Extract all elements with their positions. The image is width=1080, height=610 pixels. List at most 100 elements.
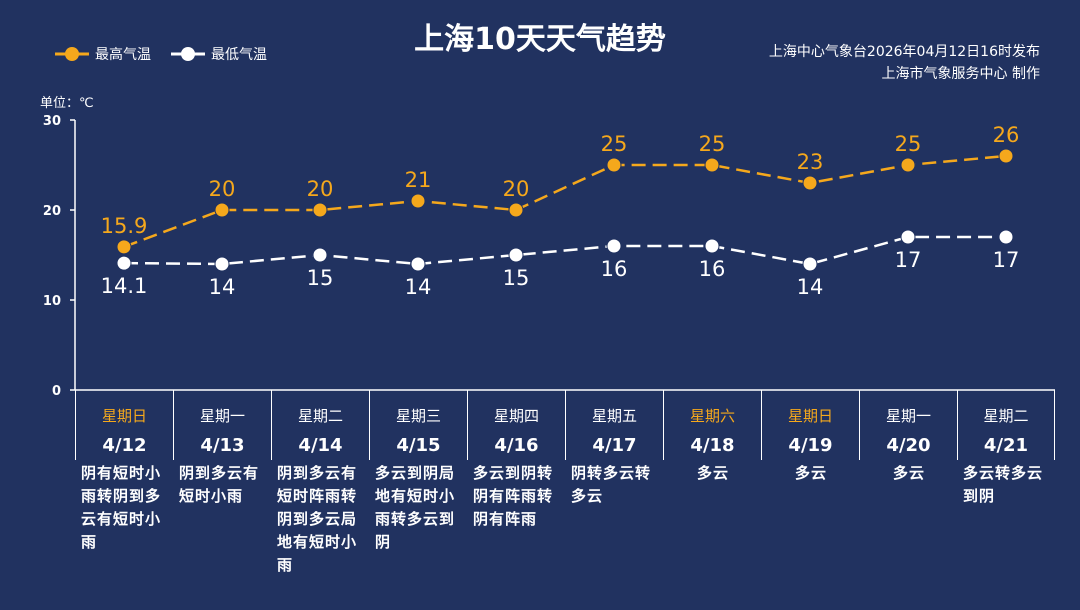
day-column: 星期日 4/12 阴有短时小雨转阴到多云有短时小雨 [75, 390, 173, 577]
data-point [214, 202, 230, 218]
issuer-info: 上海中心气象台2026年04月12日16时发布 上海市气象服务中心 制作 [769, 41, 1040, 85]
weekday: 星期四 [493, 407, 539, 425]
day-column: 星期日 4/19 多云 [761, 390, 859, 577]
legend: 最高气温 最低气温 [55, 44, 267, 64]
date: 4/13 [200, 435, 245, 456]
y-tick-label: 30 [43, 114, 61, 129]
data-point [508, 247, 524, 263]
legend-low-label: 最低气温 [211, 47, 267, 63]
data-label: 15 [307, 266, 334, 290]
data-point [214, 256, 230, 272]
data-point [410, 193, 426, 209]
weather-description: 阴转多云转多云 [571, 464, 652, 505]
data-label: 25 [699, 132, 726, 156]
day-column: 星期五 4/17 阴转多云转多云 [565, 390, 663, 577]
date: 4/15 [396, 435, 441, 456]
data-label: 14.1 [101, 274, 148, 298]
legend-high: 最高气温 [55, 44, 151, 64]
data-point [606, 238, 622, 254]
data-label: 16 [601, 257, 628, 281]
data-point [312, 202, 328, 218]
data-point [704, 157, 720, 173]
date: 4/20 [886, 435, 931, 456]
series-line-high [123, 154, 1007, 249]
date: 4/21 [983, 435, 1029, 456]
weekday: 星期一 [199, 407, 245, 425]
day-header: 星期日 4/12 [75, 390, 173, 460]
weekday: 星期二 [983, 407, 1029, 425]
data-point [900, 157, 916, 173]
weekday: 星期六 [689, 407, 735, 425]
day-header: 星期二 4/14 [271, 390, 369, 460]
day-column: 星期一 4/20 多云 [859, 390, 957, 577]
day-header: 星期三 4/15 [369, 390, 467, 460]
data-label: 23 [797, 150, 824, 174]
data-point [312, 247, 328, 263]
data-label: 14 [209, 275, 236, 299]
weather-description: 多云 [696, 464, 729, 482]
legend-high-label: 最高气温 [95, 47, 151, 63]
data-label: 17 [895, 248, 922, 272]
data-label: 20 [307, 177, 334, 201]
date: 4/14 [298, 435, 343, 456]
legend-high-marker [55, 47, 89, 61]
weekday: 星期二 [297, 407, 343, 425]
date: 4/16 [494, 435, 539, 456]
data-label: 25 [601, 132, 628, 156]
weekday: 星期日 [101, 407, 147, 425]
day-header: 星期一 4/13 [173, 390, 271, 460]
data-label: 17 [993, 248, 1020, 272]
data-label: 21 [405, 168, 432, 192]
weather-description: 多云到阴局地有短时小雨转多云到阴 [375, 464, 456, 551]
weather-description: 多云 [794, 464, 827, 482]
weather-description: 多云到阴转阴有阵雨转阴有阵雨 [473, 464, 554, 528]
day-header: 星期五 4/17 [565, 390, 663, 460]
data-label: 20 [209, 177, 236, 201]
day-header: 星期二 4/21 [957, 390, 1055, 460]
day-column: 星期六 4/18 多云 [663, 390, 761, 577]
day-header: 星期日 4/19 [761, 390, 859, 460]
legend-low: 最低气温 [171, 44, 267, 64]
date: 4/17 [592, 435, 637, 456]
day-column: 星期四 4/16 多云到阴转阴有阵雨转阴有阵雨 [467, 390, 565, 577]
data-point [606, 157, 622, 173]
weather-description: 多云 [892, 464, 925, 482]
weekday: 星期日 [787, 407, 833, 425]
data-label: 25 [895, 132, 922, 156]
data-label: 14 [405, 275, 432, 299]
data-label: 16 [699, 257, 726, 281]
date: 4/18 [690, 435, 735, 456]
day-column: 星期二 4/21 多云转多云到阴 [957, 390, 1055, 577]
data-label: 26 [993, 123, 1020, 147]
weather-description: 阴有短时小雨转阴到多云有短时小雨 [81, 464, 162, 551]
producer: 上海市气象服务中心 制作 [881, 66, 1040, 82]
weekday: 星期五 [591, 407, 637, 425]
data-point [704, 238, 720, 254]
date: 4/12 [102, 435, 147, 456]
data-point [508, 202, 524, 218]
data-point [998, 229, 1014, 245]
y-axis-unit: 单位：℃ [40, 96, 94, 111]
data-point [410, 256, 426, 272]
day-header: 星期六 4/18 [663, 390, 761, 460]
day-header: 星期一 4/20 [859, 390, 957, 460]
date: 4/19 [788, 435, 833, 456]
y-tick-label: 10 [43, 294, 61, 309]
day-column: 星期一 4/13 阴到多云有短时小雨 [173, 390, 271, 577]
weekday: 星期三 [395, 407, 441, 425]
day-column: 星期三 4/15 多云到阴局地有短时小雨转多云到阴 [369, 390, 467, 577]
y-tick-label: 20 [43, 204, 61, 219]
data-point [998, 148, 1014, 164]
data-label: 14 [797, 275, 824, 299]
data-label: 15.9 [101, 214, 148, 238]
data-label: 15 [503, 266, 530, 290]
weekday: 星期一 [885, 407, 931, 425]
weather-description: 多云转多云到阴 [963, 464, 1044, 505]
day-column: 星期二 4/14 阴到多云有短时阵雨转阴到多云局地有短时小雨 [271, 390, 369, 577]
data-point [802, 175, 818, 191]
legend-low-marker [171, 47, 205, 61]
data-point [802, 256, 818, 272]
data-label: 20 [503, 177, 530, 201]
issue-time: 上海中心气象台2026年04月12日16时发布 [768, 44, 1040, 60]
